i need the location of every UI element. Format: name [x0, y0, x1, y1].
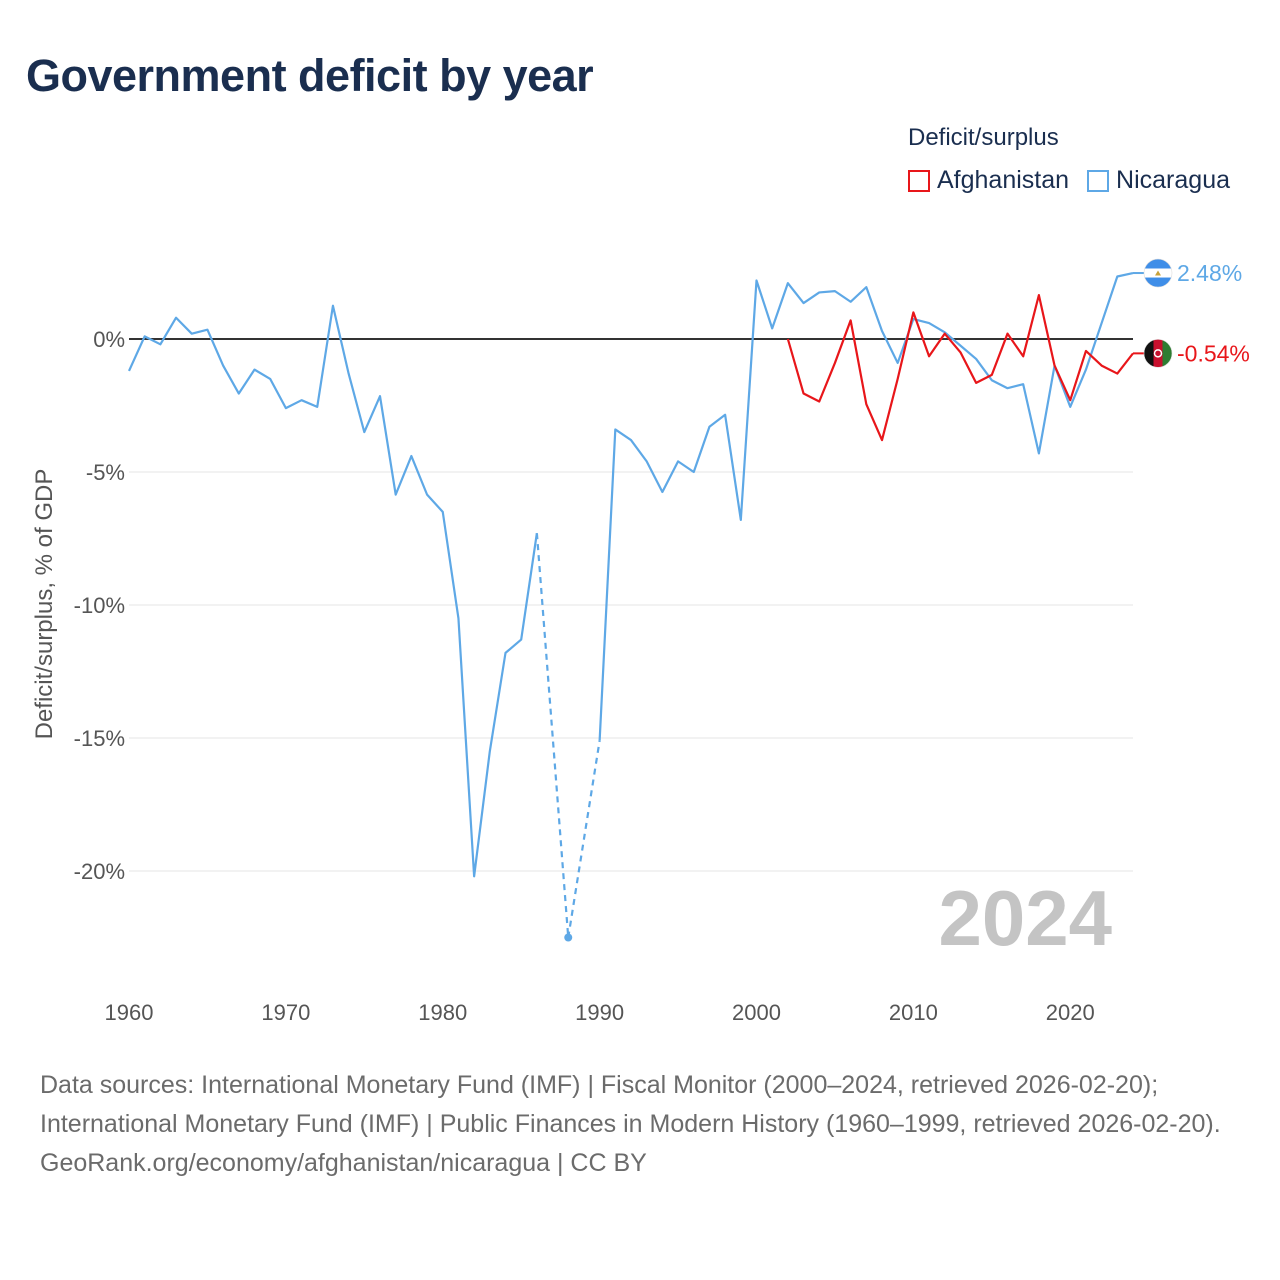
y-tick-label: -10%	[74, 593, 125, 618]
y-tick-label: -15%	[74, 726, 125, 751]
series-line-nicaragua	[127, 304, 538, 878]
y-tick-label: -20%	[74, 859, 125, 884]
y-tick-label: -5%	[86, 460, 125, 485]
legend-swatch-nicaragua	[1087, 169, 1110, 192]
nicaragua-flag-icon	[1143, 258, 1173, 288]
legend: Afghanistan Nicaragua	[908, 166, 1248, 195]
series-line-afghanistan	[786, 294, 1134, 442]
x-axis-ticks: 1960 1970 1980 1990 2000 2010 2020	[105, 1000, 1095, 1025]
series-dashed-segment-nicaragua	[567, 740, 601, 938]
x-tick-label: 2020	[1046, 1000, 1095, 1025]
legend-label-afghanistan: Afghanistan	[937, 166, 1070, 194]
x-tick-label: 1980	[418, 1000, 467, 1025]
legend-item-nicaragua[interactable]: Nicaragua	[1087, 166, 1230, 195]
legend-item-afghanistan[interactable]: Afghanistan	[908, 166, 1069, 195]
x-tick-label: 1990	[575, 1000, 624, 1025]
data-sources: Data sources: International Monetary Fun…	[40, 1071, 1221, 1138]
gridlines	[129, 338, 1133, 872]
y-axis-label: Deficit/surplus, % of GDP	[31, 469, 58, 740]
x-tick-label: 1960	[105, 1000, 154, 1025]
end-labels: 2.48% -0.54%	[1133, 258, 1250, 368]
x-tick-label: 2000	[732, 1000, 781, 1025]
footer: Data sources: International Monetary Fun…	[40, 1066, 1240, 1183]
legend-title: Deficit/surplus	[908, 124, 1059, 151]
chart-title: Government deficit by year	[26, 50, 594, 101]
legend-swatch-afghanistan	[908, 169, 930, 192]
series-line-nicaragua	[598, 271, 1134, 741]
data-point-marker	[564, 933, 573, 942]
year-watermark: 2024	[938, 874, 1112, 962]
afghanistan-flag-icon	[1143, 339, 1173, 368]
legend-label-nicaragua: Nicaragua	[1116, 166, 1230, 194]
y-axis-ticks: 0% -5% -10% -15% -20%	[74, 327, 125, 884]
line-chart: 0% -5% -10% -15% -20% 1960 1970 1980 1990 2000 20…	[31, 258, 1250, 1025]
series-dashed-segment-nicaragua	[535, 533, 570, 938]
end-value-label-afghanistan: -0.54%	[1177, 340, 1250, 366]
x-tick-label: 1970	[261, 1000, 310, 1025]
credit-link[interactable]: GeoRank.org/economy/afghanistan/nicaragu…	[40, 1149, 647, 1177]
y-tick-label: 0%	[93, 327, 125, 352]
end-value-label-nicaragua: 2.48%	[1177, 260, 1242, 286]
series-lines	[127, 271, 1134, 942]
x-tick-label: 2010	[889, 1000, 938, 1025]
